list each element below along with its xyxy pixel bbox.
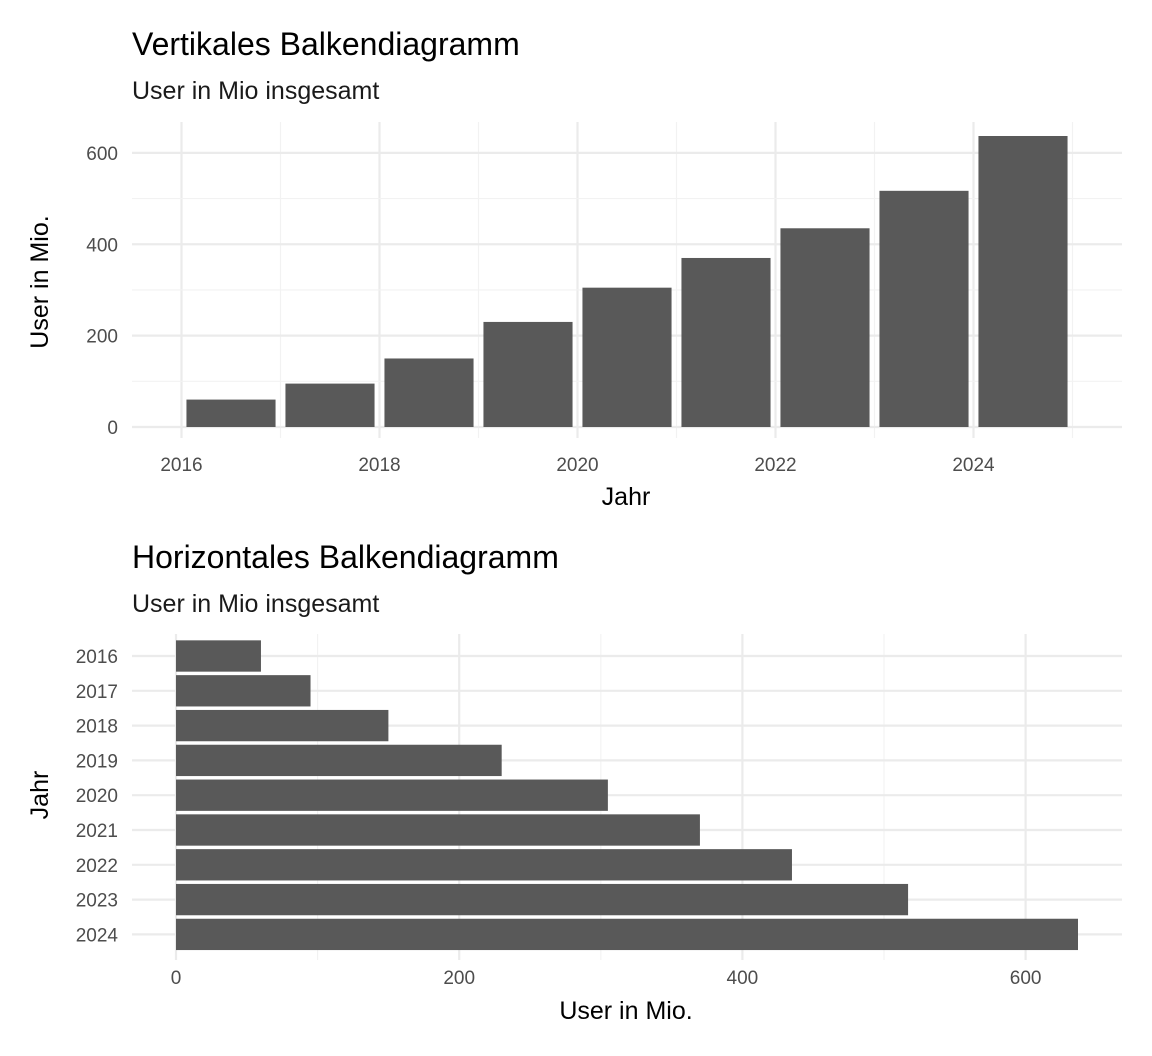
chart2-x-tick-label: 600	[1010, 968, 1042, 989]
horizontal-bar-chart: Horizontales Balkendiagramm User in Mio …	[26, 539, 1122, 1025]
chart1-y-tick-label: 600	[86, 144, 118, 165]
chart1-x-axis-title: Jahr	[602, 483, 651, 511]
chart1-y-tick-label: 0	[107, 418, 118, 439]
chart2-y-tick-label: 2022	[76, 856, 118, 877]
chart2-bar-2024	[176, 918, 1078, 951]
chart2-x-ticks: 0 200 400 600	[171, 968, 1042, 989]
chart1-x-tick-label: 2024	[952, 455, 995, 476]
chart1-bar-2024	[978, 136, 1068, 427]
chart2-bar-2018	[176, 709, 389, 742]
chart2-x-tick-label: 0	[171, 968, 182, 989]
chart2-y-tick-label: 2019	[76, 751, 118, 772]
chart2-bar-2021	[176, 814, 700, 846]
chart2-y-ticks: 2016 2017 2018 2019 2020 2021 2022 2023 2024	[76, 647, 119, 946]
chart2-bar-2023	[176, 883, 909, 916]
chart1-subtitle: User in Mio insgesamt	[132, 77, 379, 105]
chart1-x-tick-label: 2020	[556, 455, 598, 476]
chart1-bar-2016	[186, 399, 276, 427]
vertical-bar-chart: Vertikales Balkendiagramm User in Mio in…	[26, 26, 1122, 511]
chart2-bar-2017	[176, 675, 311, 707]
chart2-bar-2019	[176, 744, 502, 777]
chart1-bar-2018	[384, 358, 474, 427]
chart2-y-tick-label: 2018	[76, 717, 118, 738]
chart1-bar-2020	[582, 287, 672, 427]
chart2-y-tick-label: 2016	[76, 647, 118, 668]
chart1-y-axis-title: User in Mio.	[26, 215, 54, 348]
chart2-bars	[176, 640, 1078, 951]
chart1-x-tick-label: 2022	[754, 455, 796, 476]
chart2-subtitle: User in Mio insgesamt	[132, 590, 379, 618]
chart2-x-tick-label: 200	[443, 968, 475, 989]
chart2-y-axis-title: Jahr	[26, 771, 54, 820]
chart1-bar-2019	[483, 321, 573, 427]
chart2-bar-2022	[176, 849, 792, 881]
chart2-y-tick-label: 2020	[76, 786, 118, 807]
chart1-bar-2017	[285, 383, 375, 427]
chart2-title: Horizontales Balkendiagramm	[132, 539, 559, 575]
chart1-bar-2022	[780, 228, 870, 427]
chart2-bar-2016	[176, 640, 261, 672]
chart1-bars	[186, 136, 1068, 427]
chart1-y-tick-label: 200	[86, 327, 118, 348]
chart1-bar-2023	[879, 190, 969, 427]
chart1-y-ticks: 0 200 400 600	[86, 144, 118, 439]
chart2-y-tick-label: 2021	[76, 821, 118, 842]
chart2-bar-2020	[176, 779, 608, 811]
chart2-x-tick-label: 400	[727, 968, 759, 989]
chart1-x-tick-label: 2018	[358, 455, 400, 476]
chart1-bar-2021	[681, 257, 771, 427]
chart2-y-tick-label: 2017	[76, 682, 118, 703]
chart2-y-tick-label: 2023	[76, 891, 118, 912]
chart1-title: Vertikales Balkendiagramm	[132, 26, 520, 62]
chart1-x-ticks: 2016 2018 2020 2022 2024	[160, 455, 995, 476]
chart2-y-tick-label: 2024	[76, 925, 119, 946]
chart1-x-tick-label: 2016	[160, 455, 202, 476]
chart2-x-axis-title: User in Mio.	[559, 997, 692, 1025]
chart1-y-tick-label: 400	[86, 235, 118, 256]
